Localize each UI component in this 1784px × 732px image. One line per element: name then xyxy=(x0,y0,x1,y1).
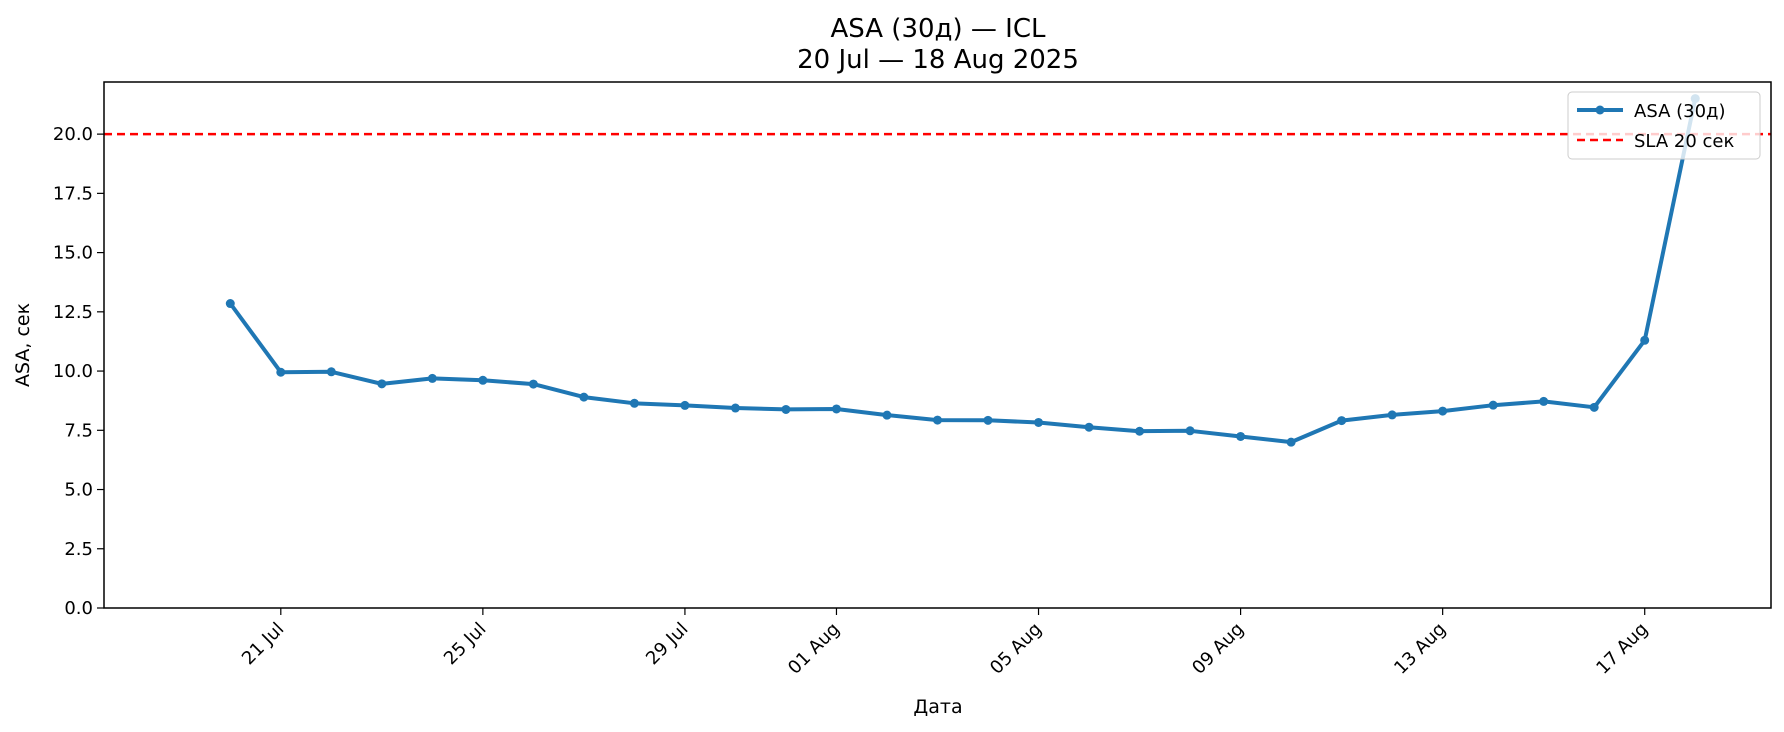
data-point xyxy=(276,367,286,377)
data-point xyxy=(1185,426,1195,436)
y-tick-label: 7.5 xyxy=(64,420,93,441)
data-point xyxy=(326,367,336,377)
y-tick-label: 2.5 xyxy=(64,539,93,560)
data-point xyxy=(377,379,387,389)
data-point xyxy=(579,392,589,402)
data-point xyxy=(1438,406,1448,416)
data-point xyxy=(528,379,538,389)
data-point xyxy=(1034,417,1044,427)
data-point xyxy=(1488,400,1498,410)
axes-frame xyxy=(103,81,1772,609)
data-point xyxy=(983,415,993,425)
data-point xyxy=(1135,426,1145,436)
y-tick-label: 0.0 xyxy=(64,598,93,619)
data-point xyxy=(1640,335,1650,345)
data-point xyxy=(225,299,235,309)
legend-marker-asa xyxy=(1595,105,1605,115)
chart-subtitle: 20 Jul — 18 Aug 2025 xyxy=(797,45,1079,75)
data-point xyxy=(629,398,639,408)
data-point xyxy=(427,373,437,383)
y-tick-label: 17.5 xyxy=(53,183,93,204)
series-line-asa xyxy=(228,96,1698,445)
y-tick-label: 20.0 xyxy=(53,124,93,145)
data-point xyxy=(730,403,740,413)
data-point xyxy=(1589,402,1599,412)
y-tick-label: 15.0 xyxy=(53,243,93,264)
data-point xyxy=(680,400,690,410)
data-point xyxy=(781,404,791,414)
y-axis-label: ASA, сек xyxy=(12,303,34,387)
data-point xyxy=(1337,416,1347,426)
data-point xyxy=(1539,396,1549,406)
chart-title: ASA (30д) — ICL xyxy=(830,14,1046,44)
legend: ASA (30д) SLA 20 сек xyxy=(1567,91,1761,160)
data-point xyxy=(831,404,841,414)
y-tick-label: 5.0 xyxy=(64,480,93,501)
data-point xyxy=(478,375,488,385)
data-point xyxy=(933,415,942,425)
legend-label-sla: SLA 20 сек xyxy=(1634,131,1734,152)
y-tick-label: 12.5 xyxy=(53,302,93,323)
data-point xyxy=(1084,422,1094,432)
data-point xyxy=(1236,431,1246,441)
data-point xyxy=(882,410,892,420)
x-axis-label: Дата xyxy=(913,696,962,718)
legend-label-asa: ASA (30д) xyxy=(1634,101,1726,122)
y-tick-label: 10.0 xyxy=(53,361,93,382)
data-point xyxy=(1387,410,1397,420)
data-point xyxy=(1286,437,1296,447)
